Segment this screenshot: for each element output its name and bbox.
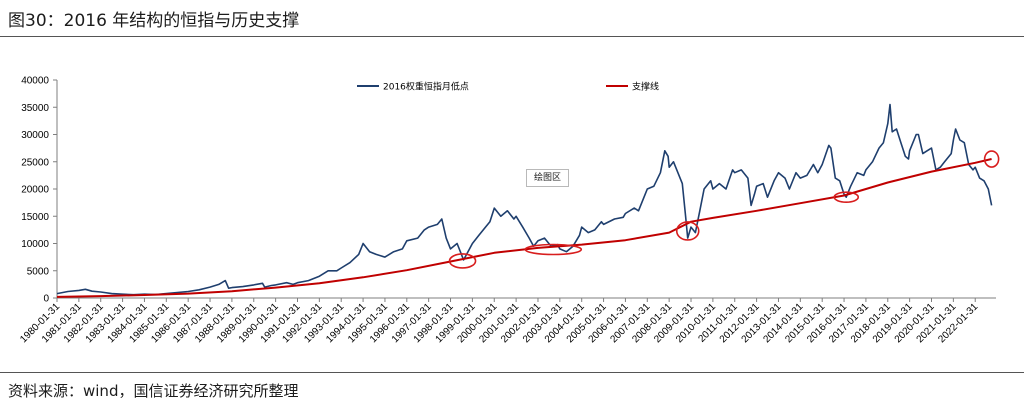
y-tick-label: 30000 <box>21 130 49 141</box>
y-tick-label: 5000 <box>27 266 50 277</box>
y-tick-label: 25000 <box>21 157 49 168</box>
title-divider <box>0 36 1024 37</box>
y-tick-label: 0 <box>43 294 49 305</box>
source-divider <box>0 372 1024 373</box>
series-group <box>56 103 993 298</box>
source-note: 资料来源：wind，国信证券经济研究所整理 <box>8 382 299 400</box>
support-touch-circle <box>524 243 583 256</box>
support-touch-circle <box>833 191 860 203</box>
y-tick-label: 40000 <box>21 76 49 87</box>
y-tick-label: 20000 <box>21 185 49 196</box>
support-touch-circle <box>675 221 700 241</box>
chart-title: 图30：2016 年结构的恒指与历史支撑 <box>8 11 300 31</box>
y-tick-label: 15000 <box>21 212 49 223</box>
y-tick-label: 10000 <box>21 239 49 250</box>
series-line-hsi-low <box>56 103 993 296</box>
plot-area-label: 绘图区 <box>526 169 569 187</box>
legend-label: 支撑线 <box>632 81 659 93</box>
series-line-support <box>56 158 992 298</box>
axes: 0 5000 10000 15000 20000 25000 30000 35000 40000… <box>18 76 996 345</box>
support-touch-circle <box>983 150 1000 168</box>
support-circles <box>448 150 1000 269</box>
support-touch-circle <box>448 253 477 269</box>
legend: 2016权重恒指月低点 支撑线 <box>357 81 659 93</box>
legend-label: 2016权重恒指月低点 <box>383 81 469 93</box>
y-tick-label: 35000 <box>21 103 49 114</box>
